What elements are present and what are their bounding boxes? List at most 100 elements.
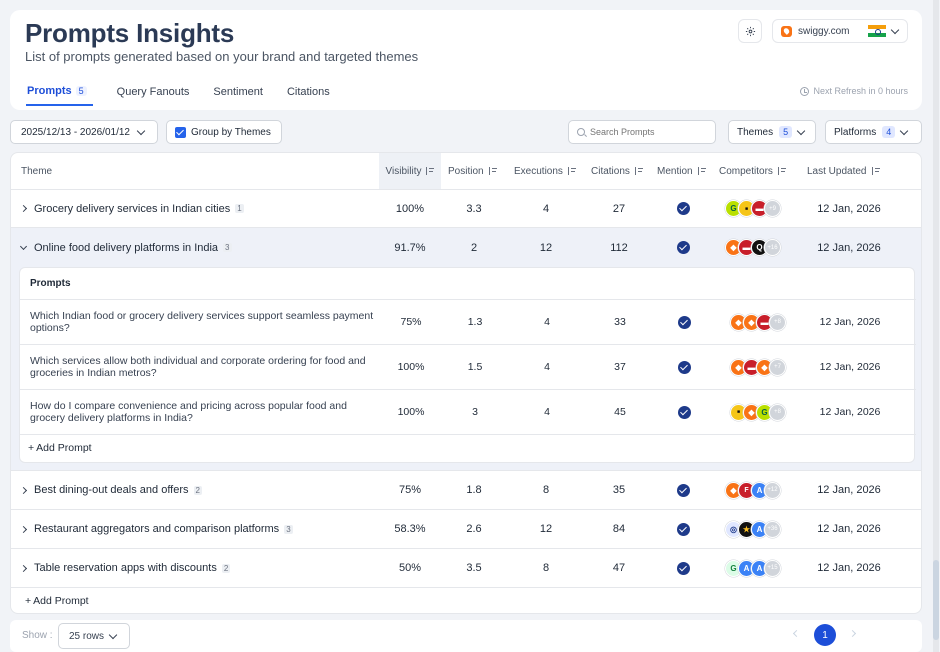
prompt-count-badge: 3 xyxy=(284,524,293,534)
brand-selector[interactable]: swiggy.com xyxy=(772,19,908,43)
theme-row[interactable]: Grocery delivery services in Indian citi… xyxy=(11,190,921,228)
tab-sentiment[interactable]: Sentiment xyxy=(213,82,263,106)
page-button[interactable]: 1 xyxy=(814,624,836,646)
scrollbar[interactable] xyxy=(933,0,939,652)
position-cell: 1.5 xyxy=(467,361,483,373)
search-input[interactable] xyxy=(590,127,700,137)
competitor-avatars: ◆ F A +12 xyxy=(725,481,781,499)
settings-button[interactable] xyxy=(738,19,762,43)
sort-icon[interactable] xyxy=(697,166,706,176)
prompt-row[interactable]: Which Indian food or grocery delivery se… xyxy=(20,300,916,345)
add-prompt-button[interactable]: + Add Prompt xyxy=(25,595,89,607)
date-range-label: 2025/12/13 - 2026/01/12 xyxy=(21,126,130,138)
position-cell: 2 xyxy=(470,241,478,254)
rows-per-page-select[interactable]: 25 rows xyxy=(58,623,130,649)
prompt-row[interactable]: Which services allow both individual and… xyxy=(20,345,916,390)
more-competitors-badge: +12 xyxy=(764,481,781,499)
position-cell: 3.3 xyxy=(466,202,482,215)
competitors-cell[interactable]: G A A +15 xyxy=(725,549,781,587)
executions-cell: 4 xyxy=(542,202,550,215)
executions-cell: 12 xyxy=(539,241,553,254)
visibility-cell: 100% xyxy=(395,202,425,215)
tab-label: Query Fanouts xyxy=(116,86,190,98)
more-competitors-badge: +15 xyxy=(764,559,781,577)
chevron-right-icon[interactable] xyxy=(19,564,28,572)
search-box[interactable] xyxy=(568,120,716,144)
more-competitors-badge: +7 xyxy=(769,358,786,376)
checkbox-checked-icon[interactable] xyxy=(175,126,186,138)
competitors-cell[interactable]: ■ ◆ G +8 xyxy=(730,390,786,434)
group-by-themes-toggle[interactable]: Group by Themes xyxy=(166,120,282,144)
check-circle-icon xyxy=(676,483,690,497)
tab-label: Prompts xyxy=(27,85,72,97)
column-header-competitors[interactable]: Competitors xyxy=(719,153,786,189)
position-cell: 3 xyxy=(472,406,478,418)
next-refresh-label: Next Refresh in 0 hours xyxy=(813,86,908,96)
prompt-text: How do I compare convenience and pricing… xyxy=(30,400,347,424)
competitors-cell[interactable]: ◎ ★ A +36 xyxy=(725,510,781,548)
executions-cell: 4 xyxy=(544,406,550,418)
column-header-executions[interactable]: Executions xyxy=(514,153,576,189)
theme-row-expanded[interactable]: Online food delivery platforms in India … xyxy=(11,228,921,471)
sort-icon[interactable] xyxy=(777,166,786,176)
tab-prompts[interactable]: Prompts 5 xyxy=(26,82,93,106)
last-updated-cell: 12 Jan, 2026 xyxy=(817,562,881,574)
column-header-mention[interactable]: Mention xyxy=(657,153,706,189)
theme-name: Best dining-out deals and offers xyxy=(34,484,189,496)
mention-cell xyxy=(666,345,702,389)
column-header-position[interactable]: Position xyxy=(448,153,497,189)
citations-cell: 112 xyxy=(610,241,628,254)
citations-cell: 47 xyxy=(612,562,626,574)
sort-icon[interactable] xyxy=(871,166,880,176)
theme-row[interactable]: Best dining-out deals and offers 2 75% 1… xyxy=(11,471,921,510)
sort-icon[interactable] xyxy=(425,166,435,176)
citations-cell: 45 xyxy=(614,406,626,418)
date-range-picker[interactable]: 2025/12/13 - 2026/01/12 xyxy=(10,120,158,144)
swiggy-logo-icon xyxy=(781,25,792,37)
tab-citations[interactable]: Citations xyxy=(287,82,330,106)
column-header-last-updated[interactable]: Last Updated xyxy=(807,153,880,189)
platforms-filter[interactable]: Platforms 4 xyxy=(825,120,922,144)
prompt-count-badge: 1 xyxy=(235,204,244,213)
page-title: Prompts Insights xyxy=(25,18,235,48)
chevron-left-icon[interactable] xyxy=(792,629,801,638)
themes-filter[interactable]: Themes 5 xyxy=(728,120,816,144)
competitors-cell[interactable]: ◆ F A +12 xyxy=(725,471,781,509)
citations-cell: 33 xyxy=(614,316,626,328)
chevron-right-icon[interactable] xyxy=(848,629,857,638)
chevron-right-icon[interactable] xyxy=(19,486,28,494)
add-prompt-button[interactable]: + Add Prompt xyxy=(28,442,92,454)
competitors-cell[interactable]: ◆ ◆ ▬ +8 xyxy=(730,300,786,344)
competitors-cell[interactable]: G ■ ▬ +9 xyxy=(725,190,781,227)
position-cell: 1.8 xyxy=(466,484,482,496)
sort-icon[interactable] xyxy=(488,166,497,176)
mention-cell xyxy=(665,510,701,548)
tab-query-fanouts[interactable]: Query Fanouts xyxy=(117,82,190,106)
sort-icon[interactable] xyxy=(634,166,643,176)
chevron-right-icon[interactable] xyxy=(19,204,28,213)
column-label: Last Updated xyxy=(807,165,867,177)
prompt-count-badge: 3 xyxy=(223,243,232,252)
sort-icon[interactable] xyxy=(567,166,576,176)
theme-row[interactable]: Table reservation apps with discounts 2 … xyxy=(11,549,921,588)
competitor-logo-icon: A xyxy=(751,559,768,577)
more-competitors-badge: +8 xyxy=(769,403,786,421)
competitor-avatars: ◆ ▬ Q +16 xyxy=(725,239,781,256)
competitor-avatars: ◆ ◆ ▬ +8 xyxy=(730,313,786,331)
column-header-citations[interactable]: Citations xyxy=(591,153,643,189)
column-header-visibility[interactable]: Visibility xyxy=(379,153,441,189)
next-refresh: Next Refresh in 0 hours xyxy=(800,86,908,96)
competitors-cell[interactable]: ◆ ▬ Q +16 xyxy=(725,228,781,267)
competitors-cell[interactable]: ◆ ▬ ◆ +7 xyxy=(730,345,786,389)
competitor-avatars: ■ ◆ G +8 xyxy=(730,403,786,421)
scrollbar-thumb[interactable] xyxy=(933,560,939,640)
check-circle-icon xyxy=(676,522,690,536)
prompt-text: Which Indian food or grocery delivery se… xyxy=(30,310,374,334)
position-cell: 2.6 xyxy=(466,523,482,535)
chevron-down-icon[interactable] xyxy=(19,242,28,250)
theme-row[interactable]: Restaurant aggregators and comparison pl… xyxy=(11,510,921,549)
chevron-right-icon[interactable] xyxy=(19,525,28,533)
tab-count-badge: 5 xyxy=(75,86,87,96)
competitor-avatars: G ■ ▬ +9 xyxy=(725,200,781,217)
prompt-row[interactable]: How do I compare convenience and pricing… xyxy=(20,390,916,435)
